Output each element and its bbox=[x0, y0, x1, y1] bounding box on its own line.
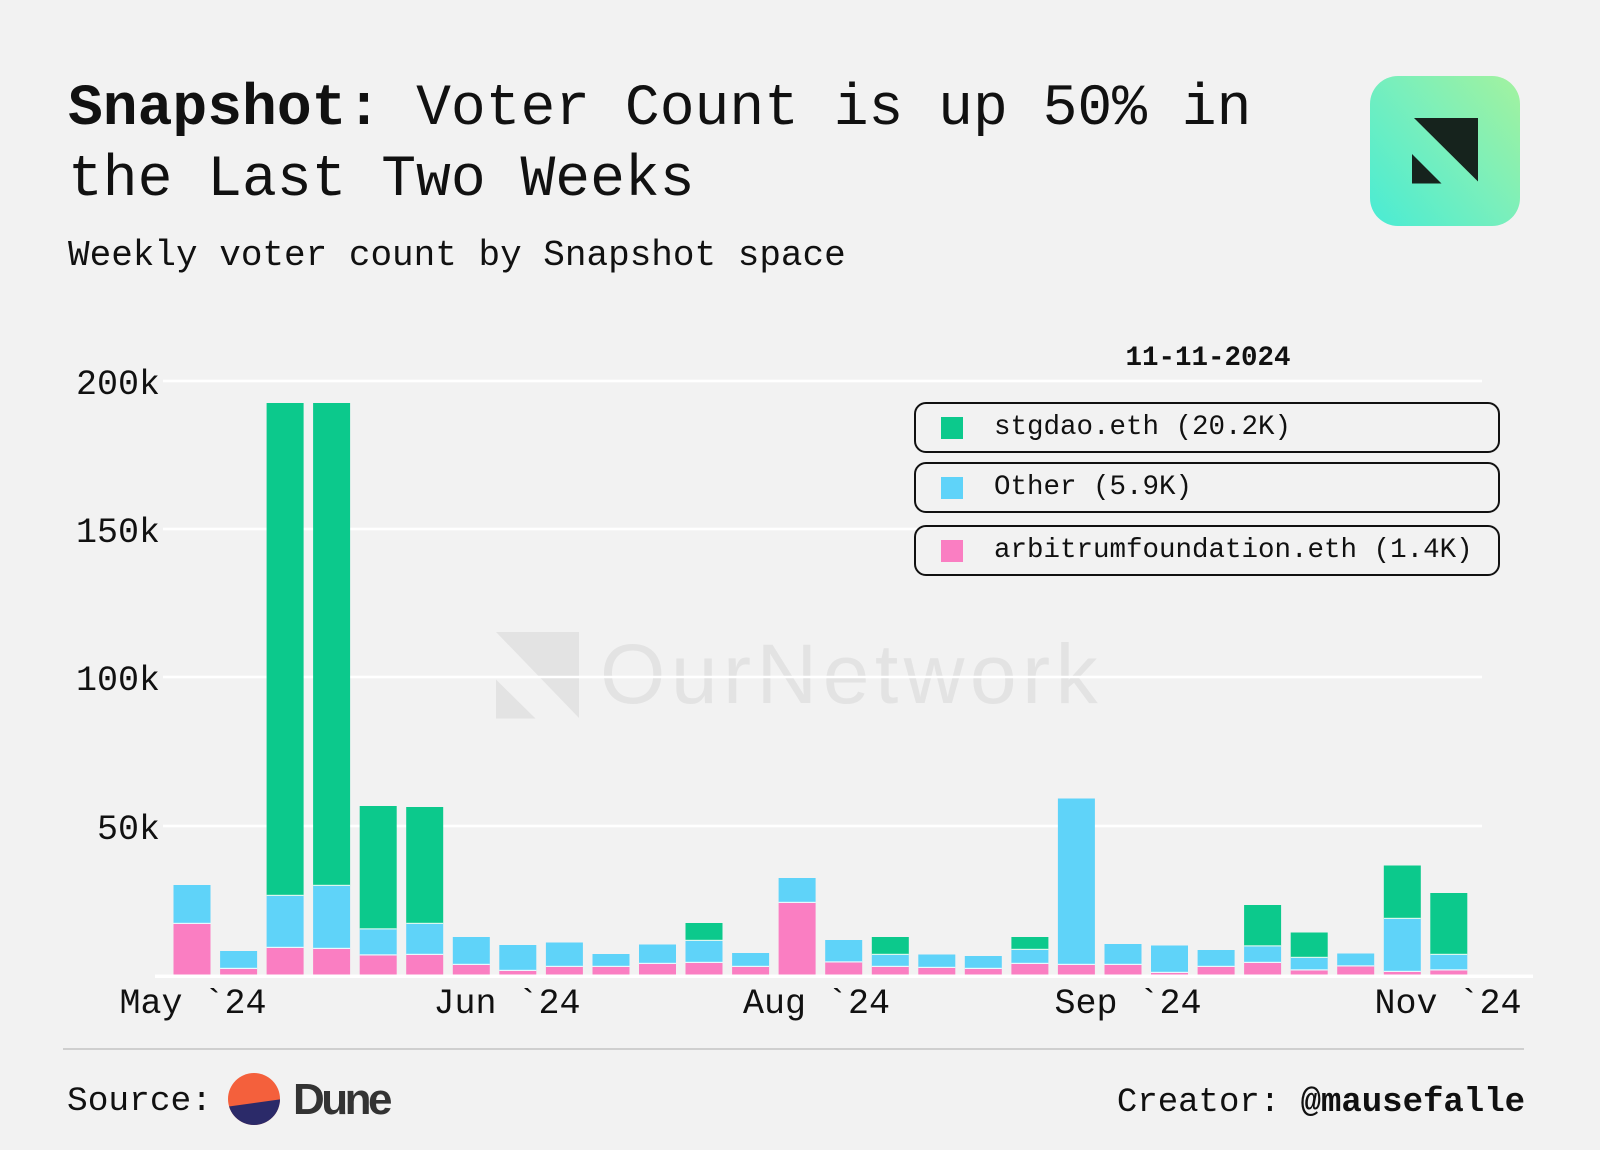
svg-text:OurNetwork: OurNetwork bbox=[600, 627, 1103, 721]
